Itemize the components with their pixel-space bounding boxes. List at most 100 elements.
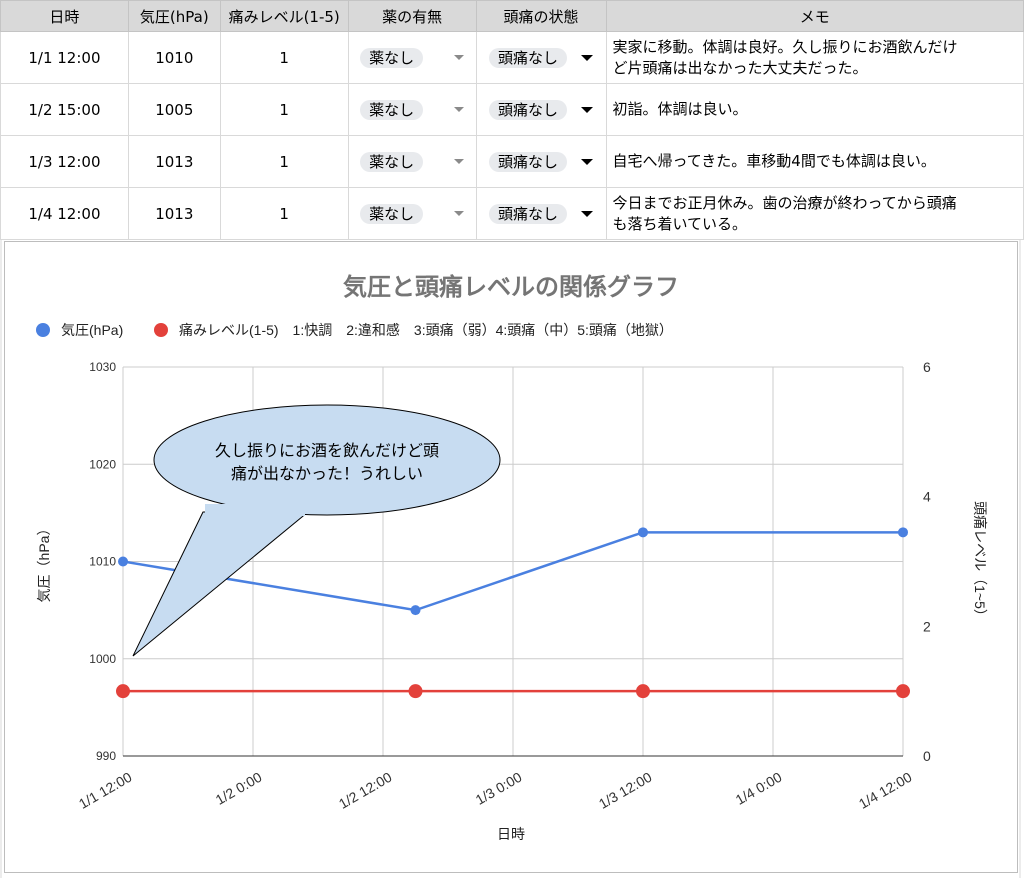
medicine-chip-label: 薬なし	[360, 47, 424, 68]
y-left-tick-label: 1020	[89, 457, 116, 471]
chevron-down-icon[interactable]	[581, 106, 594, 113]
header-medicine[interactable]: 薬の有無	[347, 0, 477, 32]
pain-point	[116, 684, 130, 699]
cell-datetime[interactable]: 1/3 12:00	[0, 135, 129, 188]
pain-point	[636, 684, 650, 699]
headache-dropdown-chip[interactable]: 頭痛なし	[489, 47, 594, 68]
cell-headache-state[interactable]: 頭痛なし	[475, 31, 607, 84]
cell-memo[interactable]: 今日までお正月休み。歯の治療が終わってから頭痛 も落ち着いている。	[605, 187, 1024, 240]
annotation-text-line1: 久し振りにお酒を飲んだけど頭	[215, 442, 439, 460]
medicine-dropdown-chip[interactable]: 薬なし	[360, 99, 465, 120]
cell-medicine[interactable]: 薬なし	[347, 83, 477, 136]
chevron-down-icon[interactable]	[581, 54, 594, 61]
chevron-down-icon[interactable]	[454, 55, 465, 60]
y-left-axis-title: 気圧（hPa）	[36, 522, 52, 603]
legend-marker-pressure	[36, 323, 50, 337]
annotation-pointer	[132, 511, 310, 657]
pressure-point	[898, 527, 908, 538]
medicine-dropdown-chip[interactable]: 薬なし	[360, 203, 465, 224]
annotation-pointer-joint	[205, 504, 305, 516]
cell-medicine[interactable]: 薬なし	[347, 135, 477, 188]
y-left-tick-label: 1000	[89, 652, 116, 666]
pain-point	[408, 684, 423, 699]
data-table: 日時 気圧(hPa) 痛みレベル(1-5) 薬の有無 頭痛の状態 メモ 1/1 …	[0, 0, 1024, 240]
x-tick-label: 1/2 0:00	[213, 769, 265, 808]
table-row: 1/3 12:00 1013 1 薬なし 頭痛なし 自宅へ帰ってきた。車移動4間…	[0, 135, 1024, 188]
chevron-down-icon[interactable]	[581, 210, 594, 217]
memo-line: ど片頭痛は出なかった大丈夫だった。	[612, 58, 868, 77]
table-row: 1/4 12:00 1013 1 薬なし 頭痛なし 今日までお正月休み。歯の治療…	[0, 187, 1024, 240]
cell-pressure[interactable]: 1010	[127, 31, 221, 84]
cell-datetime[interactable]: 1/2 15:00	[0, 83, 129, 136]
legend-label-pressure: 気圧(hPa)	[61, 322, 123, 338]
cell-headache-state[interactable]: 頭痛なし	[475, 83, 607, 136]
memo-line: も落ち着いている。	[612, 214, 748, 233]
header-pressure[interactable]: 気圧(hPa)	[127, 0, 221, 32]
chevron-down-icon[interactable]	[454, 159, 465, 164]
cell-pain-level[interactable]: 1	[219, 135, 349, 188]
annotation-bubble	[153, 404, 501, 516]
cell-datetime[interactable]: 1/4 12:00	[0, 187, 129, 240]
cell-pain-level[interactable]: 1	[219, 31, 349, 84]
legend-label-pain: 痛みレベル(1-5) 1:快調 2:違和感 3:頭痛（弱）4:頭痛（中）5:頭痛…	[179, 322, 673, 338]
cell-headache-state[interactable]: 頭痛なし	[475, 135, 607, 188]
headache-chip-label: 頭痛なし	[489, 47, 568, 68]
cell-pressure[interactable]: 1013	[127, 135, 221, 188]
y-right-axis-title: 頭痛レベル（1~5）	[972, 501, 988, 623]
annotation-text-line2: 痛が出なかった！うれしい	[231, 465, 423, 483]
x-tick-label: 1/4 12:00	[856, 769, 915, 812]
header-row: 日時 気圧(hPa) 痛みレベル(1-5) 薬の有無 頭痛の状態 メモ	[0, 0, 1024, 32]
medicine-dropdown-chip[interactable]: 薬なし	[360, 151, 465, 172]
y-right-tick-label: 6	[923, 359, 931, 375]
chevron-down-icon[interactable]	[454, 211, 465, 216]
cell-pain-level[interactable]: 1	[219, 83, 349, 136]
y-right-tick-label: 2	[923, 618, 931, 634]
headache-dropdown-chip[interactable]: 頭痛なし	[489, 203, 594, 224]
cell-headache-state[interactable]: 頭痛なし	[475, 187, 607, 240]
cell-memo[interactable]: 初詣。体調は良い。	[605, 83, 1024, 136]
memo-line: 実家に移動。体調は良好。久し振りにお酒飲んだけ	[612, 37, 958, 56]
chevron-down-icon[interactable]	[454, 107, 465, 112]
headache-chip-label: 頭痛なし	[489, 151, 568, 172]
cell-datetime[interactable]: 1/1 12:00	[0, 31, 129, 84]
cell-medicine[interactable]: 薬なし	[347, 31, 477, 84]
table-row: 1/2 15:00 1005 1 薬なし 頭痛なし 初詣。体調は良い。	[0, 83, 1024, 136]
pressure-point	[410, 605, 421, 616]
y-right-tick-label: 0	[923, 748, 931, 764]
cell-memo[interactable]: 実家に移動。体調は良好。久し振りにお酒飲んだけ ど片頭痛は出なかった大丈夫だった。	[605, 31, 1024, 84]
table-row: 1/1 12:00 1010 1 薬なし 頭痛なし 実家に移動。体調は良好。久し…	[0, 31, 1024, 84]
cell-pressure[interactable]: 1005	[127, 83, 221, 136]
y-left-tick-label: 990	[96, 749, 116, 763]
chart-container[interactable]: 気圧と頭痛レベルの関係グラフ気圧(hPa) 痛みレベル(1-5) 1:快調 2:違…	[4, 241, 1018, 873]
cell-memo[interactable]: 自宅へ帰ってきた。車移動4間でも体調は良い。	[605, 135, 1024, 188]
x-tick-label: 1/3 12:00	[596, 769, 655, 812]
pressure-line	[122, 531, 903, 612]
pressure-point	[118, 556, 128, 567]
legend-marker-pain	[154, 323, 168, 337]
cell-pressure[interactable]: 1013	[127, 187, 221, 240]
header-pain-level[interactable]: 痛みレベル(1-5)	[219, 0, 349, 32]
header-headache-state[interactable]: 頭痛の状態	[475, 0, 607, 32]
header-datetime[interactable]: 日時	[0, 0, 129, 32]
cell-pain-level[interactable]: 1	[219, 187, 349, 240]
medicine-chip-label: 薬なし	[360, 151, 424, 172]
y-right-tick-label: 4	[923, 489, 931, 505]
memo-line: 初詣。体調は良い。	[612, 100, 748, 118]
y-left-tick-label: 1030	[89, 360, 116, 374]
headache-dropdown-chip[interactable]: 頭痛なし	[489, 151, 594, 172]
medicine-dropdown-chip[interactable]: 薬なし	[360, 47, 465, 68]
headache-dropdown-chip[interactable]: 頭痛なし	[489, 99, 594, 120]
chart-title: 気圧と頭痛レベルの関係グラフ	[343, 273, 679, 301]
chevron-down-icon[interactable]	[581, 158, 594, 165]
y-left-tick-label: 1010	[89, 555, 116, 569]
headache-chip-label: 頭痛なし	[489, 99, 568, 120]
pressure-point	[638, 527, 648, 538]
medicine-chip-label: 薬なし	[360, 99, 424, 120]
cell-medicine[interactable]: 薬なし	[347, 187, 477, 240]
pain-point	[896, 684, 910, 699]
memo-line: 今日までお正月休み。歯の治療が終わってから頭痛	[612, 193, 957, 212]
x-axis-title: 日時	[497, 826, 525, 842]
header-memo[interactable]: メモ	[605, 0, 1024, 32]
